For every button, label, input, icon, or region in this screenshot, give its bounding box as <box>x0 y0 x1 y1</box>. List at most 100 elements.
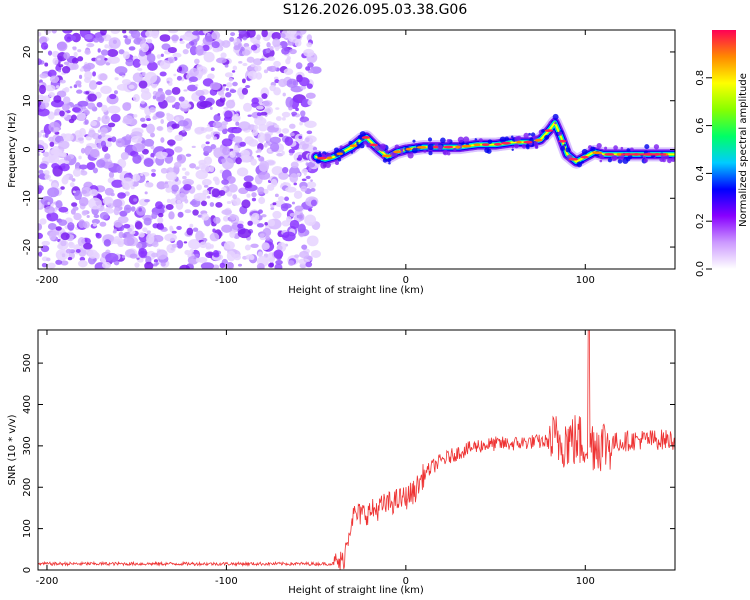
noise-blob <box>278 196 285 202</box>
noise-blob <box>76 89 83 94</box>
noise-blob <box>40 42 49 50</box>
noise-blob <box>275 107 280 110</box>
noise-blob <box>77 56 84 62</box>
noise-blob <box>278 78 287 88</box>
noise-blob <box>189 200 197 206</box>
noise-blob <box>256 223 264 228</box>
noise-blob <box>305 261 313 268</box>
noise-blob <box>192 30 200 36</box>
noise-blob <box>246 56 255 63</box>
noise-blob <box>274 263 283 269</box>
noise-blob <box>254 65 262 72</box>
noise-blob <box>285 96 293 108</box>
noise-blob <box>72 107 81 113</box>
noise-blob <box>102 208 108 212</box>
noise-blob <box>113 228 117 233</box>
ridge-halo <box>440 137 446 144</box>
noise-blob <box>171 87 181 95</box>
noise-blob <box>201 178 212 186</box>
noise-blob <box>47 187 60 198</box>
noise-blob <box>79 127 86 137</box>
noise-blob <box>177 120 189 127</box>
noise-blob <box>212 46 221 53</box>
ridge-halo <box>478 138 483 143</box>
noise-blob <box>125 134 131 141</box>
noise-blob <box>82 64 92 73</box>
noise-blob <box>140 43 149 53</box>
snr-x-tick-label: 100 <box>576 576 595 587</box>
noise-blob <box>105 62 111 66</box>
noise-blob <box>196 184 202 191</box>
noise-blob <box>184 171 190 176</box>
noise-blob <box>77 49 82 53</box>
noise-blob <box>46 257 51 262</box>
noise-blob <box>160 151 168 157</box>
noise-blob <box>278 133 284 138</box>
noise-blob <box>71 202 78 207</box>
noise-blob <box>152 115 158 121</box>
noise-blob <box>179 38 183 42</box>
noise-blob <box>204 126 214 132</box>
noise-blob <box>174 161 182 168</box>
ridge-peak <box>393 150 402 154</box>
noise-blob <box>72 168 82 177</box>
noise-blob <box>101 104 108 113</box>
noise-blob <box>193 192 207 202</box>
snr-x-tick-label: -200 <box>36 576 59 587</box>
ridge-peak <box>481 143 490 147</box>
noise-blob <box>262 100 273 107</box>
noise-blob <box>77 259 88 268</box>
noise-blob <box>117 192 127 199</box>
ridge-halo <box>511 145 515 149</box>
noise-blob <box>88 197 102 210</box>
noise-blob <box>209 106 213 110</box>
noise-blob <box>135 242 143 249</box>
noise-blob <box>84 238 88 243</box>
ridge-peak <box>568 157 579 161</box>
noise-blob <box>212 264 220 269</box>
noise-blob <box>226 82 233 88</box>
noise-blob <box>132 143 145 153</box>
noise-blob <box>151 252 158 258</box>
noise-blob <box>195 84 199 87</box>
noise-blob <box>110 113 121 123</box>
noise-blob <box>214 177 220 186</box>
noise-blob <box>145 30 154 38</box>
noise-blob <box>60 232 70 241</box>
noise-blob <box>53 127 60 132</box>
noise-blob <box>188 76 198 83</box>
ridge-halo <box>528 132 531 136</box>
noise-blob <box>221 127 228 135</box>
noise-blob <box>251 128 259 137</box>
noise-blob <box>260 58 265 62</box>
noise-blob <box>76 112 86 122</box>
noise-blob <box>198 95 206 101</box>
noise-blob <box>144 182 154 188</box>
noise-blob <box>71 63 79 70</box>
colorbar-tick-label: 0.6 <box>695 118 706 134</box>
noise-blob <box>128 46 136 51</box>
ridge-peak <box>516 140 522 144</box>
noise-blob <box>47 50 53 56</box>
snr-x-label: Height of straight line (km) <box>288 585 424 596</box>
noise-blob <box>141 148 149 155</box>
noise-blob <box>138 247 148 258</box>
ridge-halo <box>544 134 550 140</box>
ridge-halo <box>667 158 672 164</box>
noise-blob <box>43 169 50 176</box>
noise-blob <box>156 126 163 131</box>
noise-blob <box>229 150 236 158</box>
noise-blob <box>171 123 180 129</box>
noise-blob <box>100 49 109 56</box>
noise-blob <box>246 30 256 38</box>
noise-blob <box>242 62 248 67</box>
noise-blob <box>39 104 46 110</box>
noise-blob <box>88 129 96 138</box>
noise-blob <box>194 253 200 257</box>
noise-blob <box>256 112 262 117</box>
noise-blob <box>165 171 177 181</box>
ridge-halo <box>350 151 354 154</box>
noise-blob <box>306 130 313 135</box>
noise-blob <box>73 212 82 221</box>
